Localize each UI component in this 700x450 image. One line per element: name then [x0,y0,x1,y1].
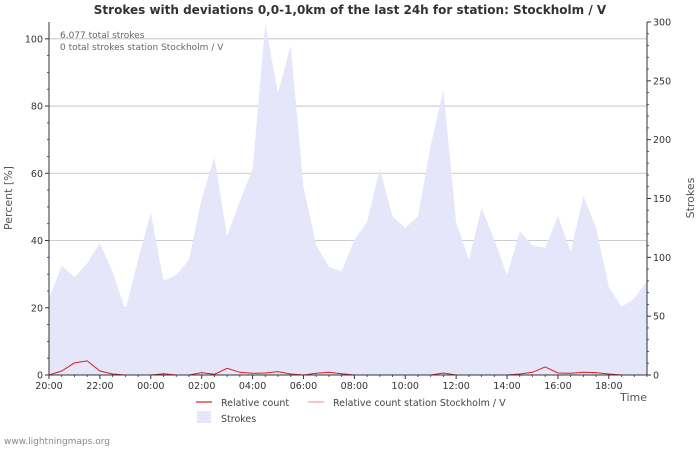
x-tick-label: 18:00 [595,381,622,392]
y-right-tick-label: 50 [653,312,665,323]
x-axis-title: Time [619,391,647,404]
x-tick-label: 20:00 [35,381,62,392]
y-left-tick-label: 100 [25,34,43,45]
strokes-area-layer [49,24,647,376]
y-left-axis-title: Percent [%] [2,166,15,230]
annotation-total-strokes: 6.077 total strokes [60,31,145,41]
x-tick-label: 22:00 [86,381,113,392]
y-left-tick-label: 60 [31,169,43,180]
x-tick-label: 00:00 [137,381,164,392]
legend-relative-station-label: Relative count station Stockholm / V [333,398,506,409]
x-tick-label: 02:00 [188,381,215,392]
x-tick-label: 12:00 [442,381,469,392]
y-right-tick-label: 300 [653,18,671,29]
y-left-tick-label: 80 [31,102,43,113]
legend-strokes-swatch [197,411,211,423]
y-right-tick-label: 250 [653,76,671,87]
y-left-tick-label: 20 [31,303,43,314]
x-tick-label: 16:00 [544,381,571,392]
x-tick-label: 04:00 [239,381,266,392]
legend: Relative count Relative count station St… [196,398,506,425]
y-right-tick-label: 150 [653,194,671,205]
y-left-tick-label: 0 [37,371,43,382]
x-tick-label: 14:00 [493,381,520,392]
x-tick-label: 10:00 [392,381,419,392]
y-right-axis-title: Strokes [684,177,697,218]
legend-relative-count-label: Relative count [221,398,289,409]
annotation-station-strokes: 0 total strokes station Stockholm / V [60,43,224,53]
credit-text: www.lightningmaps.org [4,437,110,447]
y-left-tick-label: 40 [31,236,43,247]
ticks: 0 20 40 60 80 100 0 50 100 150 200 250 300 20:00 22:00… [25,18,671,393]
x-tick-label: 06:00 [290,381,317,392]
strokes-area [49,24,647,376]
chart-title: Strokes with deviations 0,0-1,0km of the… [94,3,607,17]
legend-strokes-label: Strokes [221,414,256,425]
x-tick-label: 08:00 [341,381,368,392]
y-right-tick-label: 200 [653,135,671,146]
y-right-tick-label: 100 [653,253,671,264]
y-right-tick-label: 0 [653,371,659,382]
